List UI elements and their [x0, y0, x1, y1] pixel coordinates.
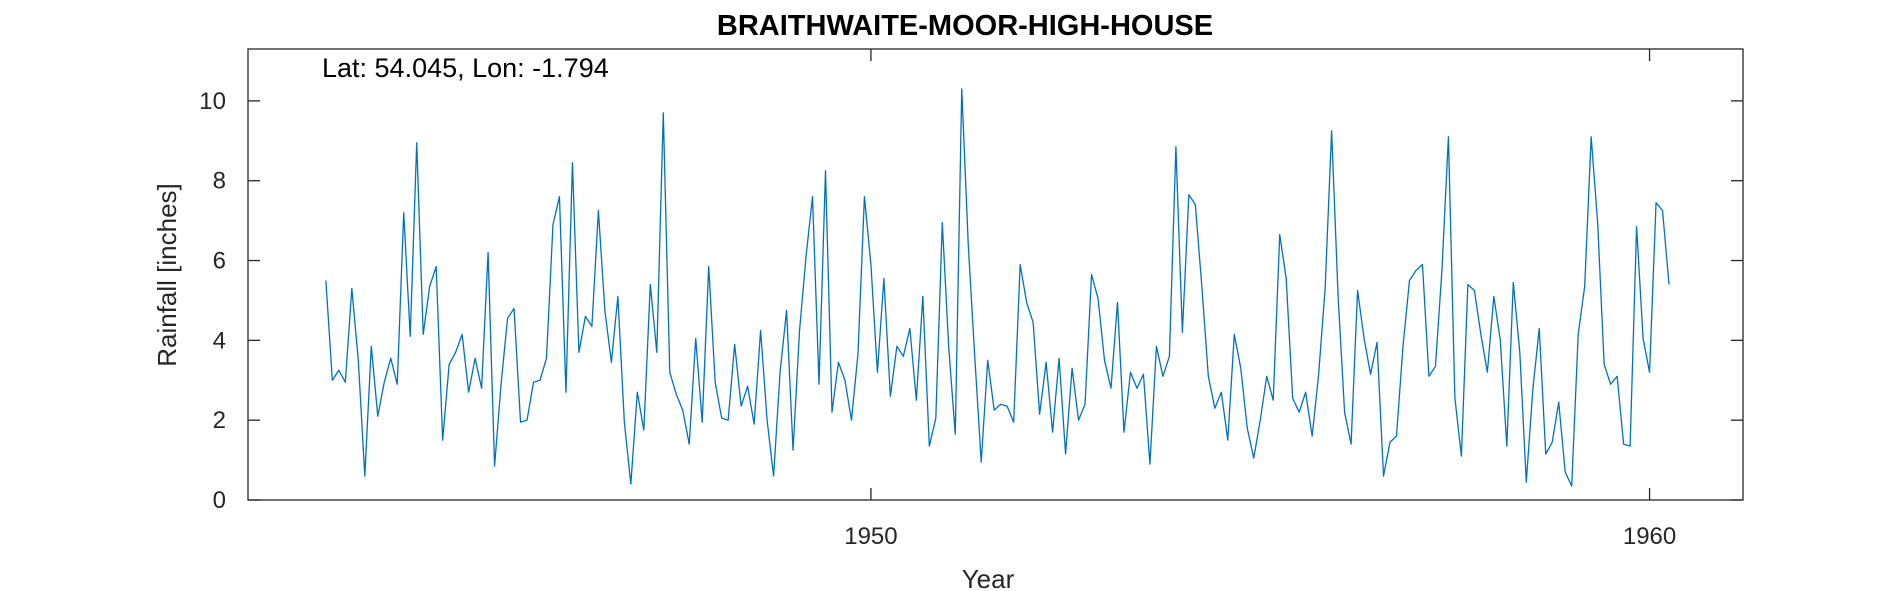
y-tick-label: 0 — [213, 487, 226, 514]
y-tick-label: 4 — [213, 327, 226, 354]
x-axis: 1950 1960 — [844, 49, 1676, 550]
x-axis-label: Year — [962, 564, 1015, 591]
rainfall-series-line — [325, 88, 1670, 487]
location-annotation: Lat: 54.045, Lon: -1.794 — [322, 53, 609, 83]
y-axis: 0 2 4 6 8 10 — [199, 88, 1743, 514]
y-axis-label: Rainfall [inches] — [152, 183, 182, 367]
x-tick-label: 1960 — [1623, 523, 1676, 550]
x-tick-label: 1950 — [844, 523, 897, 550]
y-tick-label: 2 — [213, 407, 226, 434]
chart-title: BRAITHWAITE-MOOR-HIGH-HOUSE — [717, 10, 1213, 42]
y-tick-label: 10 — [199, 88, 226, 115]
y-tick-label: 6 — [213, 248, 226, 275]
y-tick-label: 8 — [213, 168, 226, 195]
plot-area — [247, 48, 1744, 501]
